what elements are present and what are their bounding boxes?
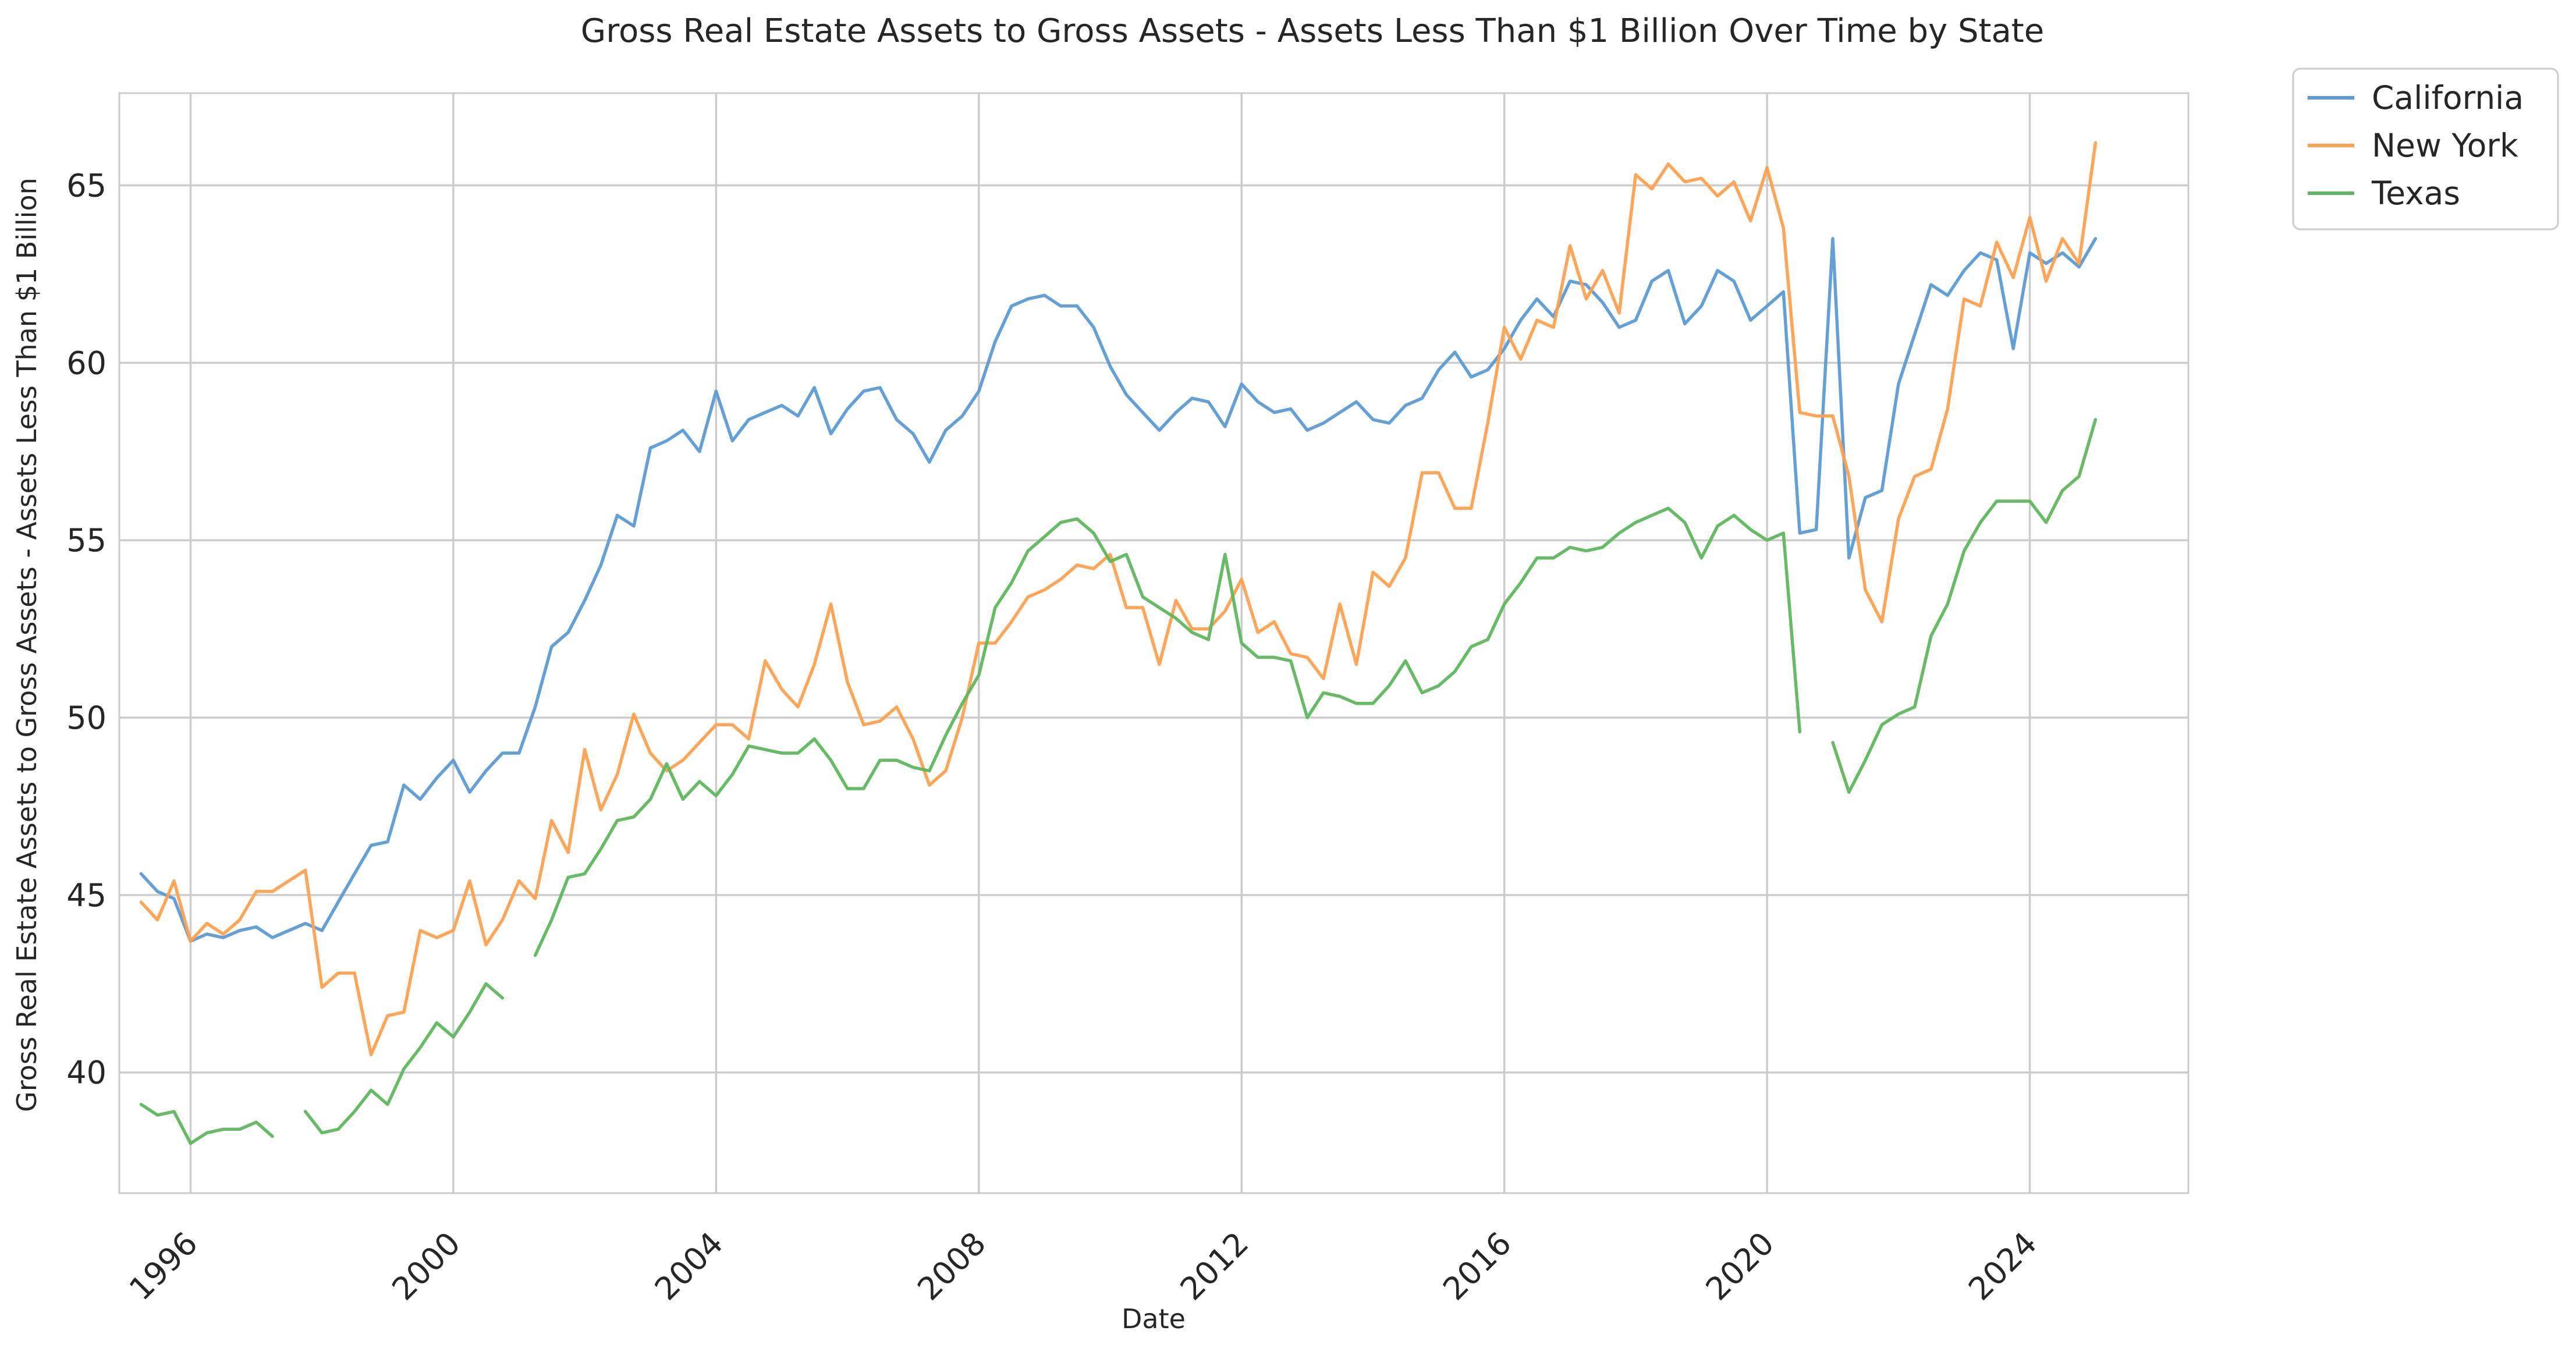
y-tick-label: 55 xyxy=(66,522,107,559)
series-lines xyxy=(139,141,2098,1145)
y-tick-label: 50 xyxy=(66,700,107,736)
legend-box xyxy=(2292,68,2559,230)
series-line-new-york xyxy=(139,141,2098,1056)
legend-label: California xyxy=(2372,79,2524,116)
legend-label: New York xyxy=(2372,127,2518,164)
series-line-texas xyxy=(139,418,2098,1145)
y-tick-labels: 40 45 50 55 60 65 xyxy=(66,168,107,1091)
y-tick-label: 60 xyxy=(66,345,107,381)
series-line-california xyxy=(139,237,2098,943)
chart-title: Gross Real Estate Assets to Gross Assets… xyxy=(581,12,2044,50)
y-tick-label: 40 xyxy=(66,1055,107,1091)
grid xyxy=(119,93,2188,1193)
legend: California New York Texas xyxy=(2292,68,2559,230)
y-tick-label: 65 xyxy=(66,168,107,204)
plot-frame xyxy=(118,92,2190,1194)
x-axis-label: Date xyxy=(1122,1303,1186,1335)
y-tick-label: 45 xyxy=(66,877,107,914)
legend-label: Texas xyxy=(2371,175,2460,212)
y-axis-label: Gross Real Estate Assets to Gross Assets… xyxy=(11,178,42,1112)
